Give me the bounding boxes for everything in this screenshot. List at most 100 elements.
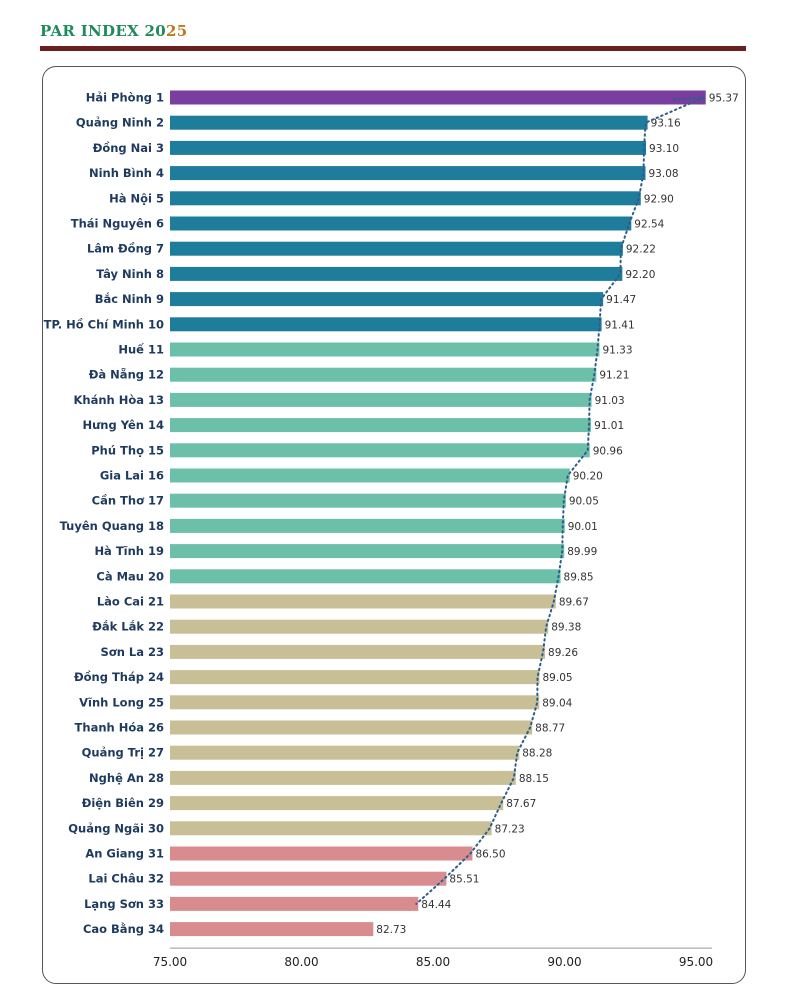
category-label-34: Cao Bằng 34	[83, 922, 164, 936]
bar-21	[170, 594, 556, 609]
category-label-6: Thái Nguyên 6	[71, 217, 164, 231]
value-label-29: 87.67	[506, 798, 536, 810]
bar-12	[170, 367, 597, 382]
bar-23	[170, 644, 546, 659]
category-label-10: TP. Hồ Chí Minh 10	[44, 317, 164, 331]
category-label-30: Quảng Ngãi 30	[68, 821, 164, 835]
x-tick-label-2: 80.00	[284, 955, 318, 969]
category-label-21: Lào Cai 21	[97, 595, 164, 609]
bar-1	[170, 90, 706, 105]
value-label-14: 91.01	[594, 420, 624, 432]
category-label-13: Khánh Hòa 13	[73, 393, 164, 407]
value-label-10: 91.41	[605, 319, 635, 331]
value-label-19: 89.99	[567, 546, 597, 558]
value-label-7: 92.22	[626, 244, 656, 256]
x-tick-label-5: 95.00	[679, 955, 713, 969]
chart-frame	[42, 66, 746, 984]
value-label-31: 86.50	[475, 849, 505, 861]
bar-11	[170, 342, 600, 357]
bar-19	[170, 544, 565, 559]
x-tick-label-3: 85.00	[416, 955, 450, 969]
bar-29	[170, 796, 504, 811]
category-label-2: Quảng Ninh 2	[76, 116, 164, 130]
bar-13	[170, 392, 592, 407]
bar-17	[170, 493, 566, 508]
category-label-17: Cần Thơ 17	[92, 494, 164, 508]
category-label-1: Hải Phòng 1	[86, 91, 164, 105]
x-tick-label-1: 75.00	[153, 955, 187, 969]
category-label-11: Huế 11	[118, 343, 164, 357]
value-label-5: 92.90	[644, 193, 674, 205]
value-label-23: 89.26	[548, 647, 578, 659]
value-label-9: 91.47	[606, 294, 636, 306]
category-label-32: Lai Châu 32	[88, 872, 164, 886]
value-label-12: 91.21	[599, 370, 629, 382]
bar-32	[170, 871, 447, 886]
value-label-4: 93.08	[649, 168, 679, 180]
category-label-5: Hà Nội 5	[109, 191, 164, 205]
category-label-22: Đắk Lắk 22	[92, 620, 164, 634]
category-label-19: Hà Tĩnh 19	[94, 544, 164, 558]
trend-line	[415, 96, 705, 905]
value-label-24: 89.05	[543, 672, 573, 684]
bar-27	[170, 745, 520, 760]
bar-26	[170, 720, 533, 735]
category-label-31: An Giang 31	[85, 847, 164, 861]
value-label-22: 89.38	[551, 622, 581, 634]
category-label-14: Hưng Yên 14	[83, 418, 165, 432]
value-label-11: 91.33	[602, 345, 632, 357]
bar-7	[170, 241, 623, 256]
value-label-32: 85.51	[449, 874, 479, 886]
bar-28	[170, 770, 516, 785]
bar-5	[170, 191, 641, 206]
value-label-16: 90.20	[573, 471, 603, 483]
category-label-15: Phú Thọ 15	[91, 443, 164, 457]
bar-3	[170, 140, 647, 155]
value-label-18: 90.01	[568, 521, 598, 533]
page-title: PAR INDEX 2025	[40, 22, 188, 40]
category-label-12: Đà Nẵng 12	[89, 368, 164, 382]
value-label-34: 82.73	[376, 924, 406, 936]
bar-33	[170, 896, 419, 911]
category-label-25: Vĩnh Long 25	[79, 695, 164, 709]
bar-14	[170, 418, 592, 433]
value-label-8: 92.20	[625, 269, 655, 281]
category-label-27: Quảng Trị 27	[82, 746, 164, 760]
category-label-16: Gia Lai 16	[100, 469, 164, 483]
category-label-24: Đồng Tháp 24	[74, 670, 164, 684]
x-tick-label-4: 90.00	[547, 955, 581, 969]
category-label-23: Sơn La 23	[101, 645, 164, 659]
category-label-7: Lâm Đồng 7	[87, 242, 164, 256]
value-label-21: 89.67	[559, 597, 589, 609]
bar-24	[170, 670, 540, 685]
bar-31	[170, 846, 473, 861]
category-label-4: Ninh Bình 4	[89, 166, 164, 180]
category-label-28: Nghệ An 28	[89, 771, 164, 785]
bar-4	[170, 166, 646, 181]
bar-9	[170, 292, 604, 307]
value-label-20: 89.85	[564, 571, 594, 583]
category-label-33: Lạng Sơn 33	[84, 897, 164, 911]
bar-34	[170, 922, 374, 937]
bar-8	[170, 266, 623, 281]
value-label-27: 88.28	[522, 748, 552, 760]
bar-15	[170, 443, 590, 458]
value-label-15: 90.96	[593, 445, 623, 457]
title-main: PAR INDEX 20	[40, 22, 167, 40]
value-label-25: 89.04	[542, 697, 572, 709]
bar-6	[170, 216, 632, 231]
value-label-17: 90.05	[569, 496, 599, 508]
category-label-18: Tuyên Quang 18	[60, 519, 164, 533]
value-label-26: 88.77	[535, 723, 565, 735]
bar-30	[170, 821, 492, 836]
value-label-1: 95.37	[709, 93, 739, 105]
category-label-3: Đồng Nai 3	[93, 141, 164, 155]
bar-2	[170, 115, 648, 130]
category-label-26: Thanh Hóa 26	[75, 721, 164, 735]
title-divider	[40, 46, 746, 51]
bar-16	[170, 468, 570, 483]
category-label-20: Cà Mau 20	[96, 569, 164, 583]
bar-18	[170, 518, 565, 533]
bar-20	[170, 569, 561, 584]
